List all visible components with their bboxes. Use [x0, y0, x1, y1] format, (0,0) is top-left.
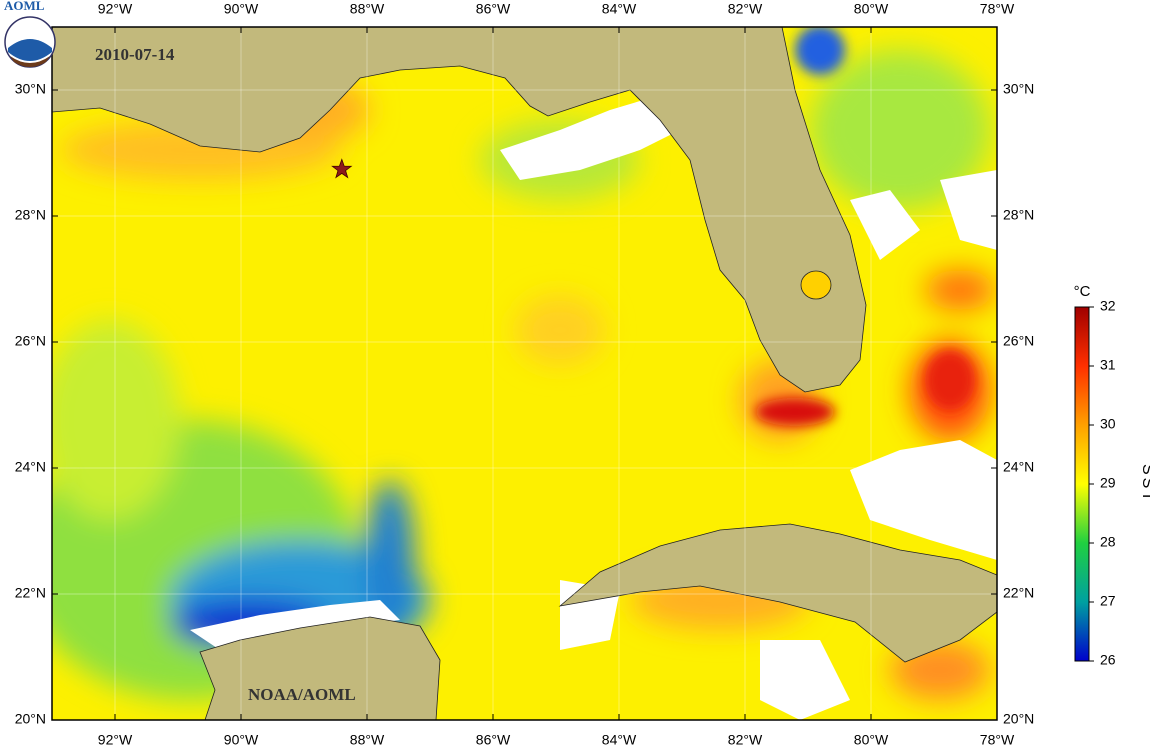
logo-wave [8, 39, 52, 61]
lat-tick-label: 24°N [1003, 459, 1034, 475]
lon-tick-label: 82°W [728, 1, 763, 17]
colorbar-tick-label: 30 [1100, 416, 1116, 432]
lon-tick-label: 92°W [98, 732, 133, 748]
map-frame [51, 26, 998, 721]
lon-tick-label: 84°W [602, 1, 637, 17]
lon-tick-label: 84°W [602, 732, 637, 748]
lon-tick-label: 92°W [98, 1, 133, 17]
lat-tick-label: 24°N [15, 459, 46, 475]
lat-tick-label: 26°N [1003, 333, 1034, 349]
lat-tick-label: 28°N [15, 207, 46, 223]
us-gulf-coast-and-florida [52, 27, 867, 393]
colorbar-tick-label: 32 [1100, 298, 1116, 314]
lat-tick-label: 30°N [15, 81, 46, 97]
logo-earth [10, 56, 50, 67]
lat-tick-label: 28°N [1003, 207, 1034, 223]
lon-tick-label: 86°W [476, 732, 511, 748]
logo: AOML [4, 0, 56, 68]
yucatan [199, 616, 441, 720]
lat-tick-label: 30°N [1003, 81, 1034, 97]
credit-label: NOAA/AOML [248, 685, 356, 704]
lat-tick-label: 22°N [15, 585, 46, 601]
colorbar-tick-label: 28 [1100, 534, 1116, 550]
lat-tick-label: 22°N [1003, 585, 1034, 601]
cuba [558, 523, 997, 663]
sst-field [52, 27, 997, 720]
colorbar-tick-label: 29 [1100, 475, 1116, 491]
hot-spots [755, 27, 975, 426]
colorbar-tick-label: 31 [1100, 357, 1116, 373]
lon-tick-label: 80°W [854, 732, 889, 748]
lon-tick-label: 90°W [224, 732, 259, 748]
lat-tick-label: 20°N [15, 711, 46, 727]
lon-tick-label: 82°W [728, 732, 763, 748]
date-label: 2010-07-14 [95, 45, 175, 64]
lon-tick-label: 90°W [224, 1, 259, 17]
logo-text: AOML [4, 0, 45, 13]
lat-tick-label: 26°N [15, 333, 46, 349]
lon-tick-label: 80°W [854, 1, 889, 17]
colorbar: °C SST 26 27 28 29 30 31 32 [1074, 283, 1150, 668]
colorbar-label: SST [1139, 464, 1150, 504]
lon-tick-label: 88°W [350, 732, 385, 748]
station-marker [331, 158, 353, 179]
lon-tick-label: 88°W [350, 1, 385, 17]
colorbar-scale [1074, 306, 1090, 662]
lat-tick-label: 20°N [1003, 711, 1034, 727]
lon-tick-label: 86°W [476, 1, 511, 17]
land [52, 27, 997, 720]
lake-okeechobee [800, 270, 832, 300]
colorbar-tick-label: 27 [1100, 593, 1116, 609]
lon-tick-label: 78°W [980, 1, 1015, 17]
colorbar-unit: °C [1074, 283, 1091, 300]
lon-tick-label: 78°W [980, 732, 1015, 748]
colorbar-tick-label: 26 [1100, 652, 1116, 668]
